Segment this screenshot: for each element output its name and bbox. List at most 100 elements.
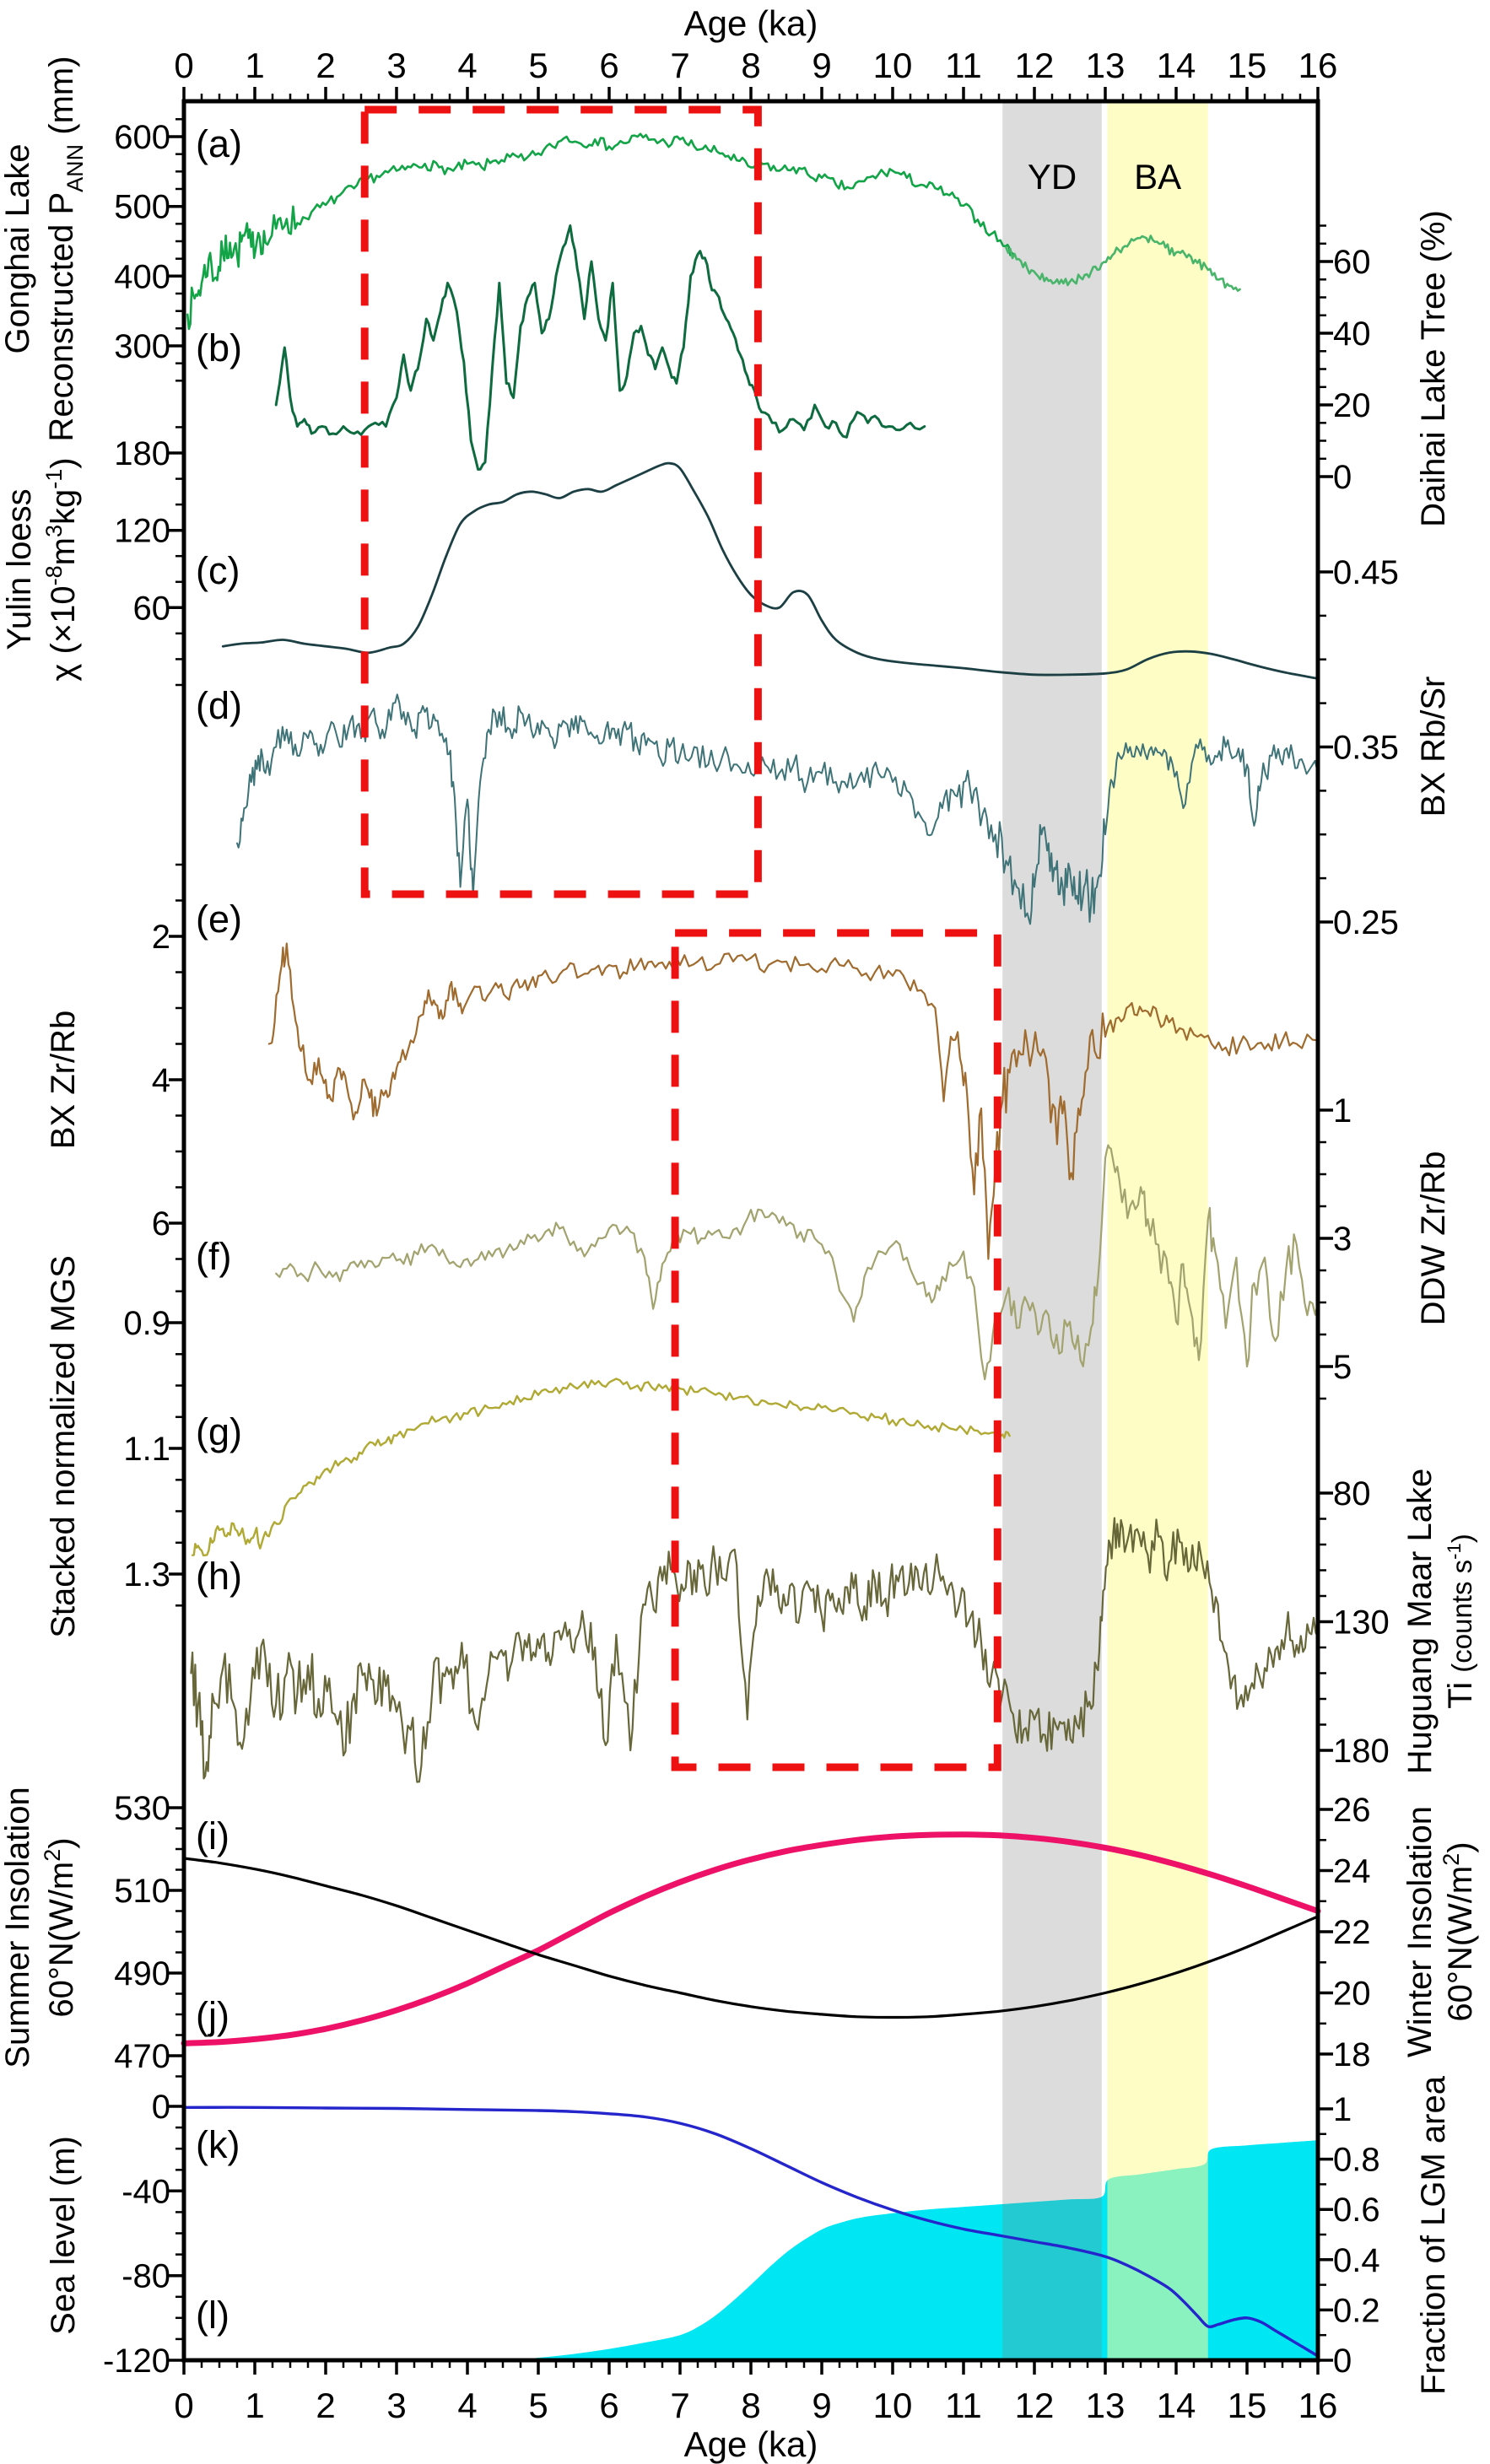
y-tick-label: 60 [133, 590, 171, 627]
axis-title-c-line2: χ (×10-8m3kg-1) [41, 457, 82, 681]
y-tick-label: 180 [114, 435, 170, 472]
axis-title-b-line1: Daihai Lake Tree (%) [1415, 210, 1452, 527]
axis-title-g-line1: Stacked normalized MGS [45, 1255, 82, 1638]
y-tick-label: 0.25 [1333, 904, 1399, 941]
x-tick-label-top: 9 [812, 46, 831, 85]
x-axes: 0011223344556677889910101111121213131414… [174, 3, 1337, 2464]
y-tick-label: 1.1 [123, 1431, 170, 1468]
y-tick-label: -40 [121, 2173, 170, 2210]
axis-title-j-line2: 60°N(W/m2) [1439, 1841, 1479, 2021]
y-tick-label: 0.6 [1333, 2192, 1380, 2229]
axis-left-k: 0 -40 -80 -120 Sea level (m) [45, 2089, 184, 2380]
panel-letter-d: (d) [196, 684, 242, 727]
axis-right-j: 26 24 22 20 18 Winter Insolation 60°N(W/m2) [1318, 1792, 1479, 2073]
panel-letter-h: (h) [196, 1555, 242, 1598]
x-tick-label-bottom: 9 [812, 2386, 831, 2425]
axis-title-i-line1: Summer Insolation [0, 1787, 36, 2068]
axis-left-e: 2 4 6 BX Zr/Rb [45, 863, 184, 1260]
y-tick-label: 470 [114, 2038, 170, 2075]
y-tick-label: 0 [1333, 2343, 1352, 2380]
x-tick-label-top: 3 [386, 46, 406, 85]
y-tick-label: 1 [1333, 2091, 1352, 2128]
x-tick-label-bottom: 15 [1228, 2386, 1267, 2425]
axis-title-k-line1: Sea level (m) [45, 2136, 82, 2335]
x-tick-label-bottom: 12 [1015, 2386, 1055, 2425]
y-tick-label: 80 [1333, 1475, 1371, 1512]
x-tick-label-top: 1 [245, 46, 264, 85]
x-tick-label-top: 10 [873, 46, 913, 85]
panel-k-series-0 [182, 2105, 1320, 2358]
axis-title-f-line1: DDW Zr/Rb [1415, 1151, 1452, 1326]
y-tick-label: 22 [1333, 1914, 1371, 1951]
panel-i-series-0 [181, 1831, 1321, 2046]
axis-title-a-line1: Gonghai Lake [0, 143, 36, 353]
axis-title-d-line1: BX Rb/Sr [1415, 677, 1452, 817]
y-tick-label: 0.35 [1333, 730, 1399, 767]
x-tick-label-top: 8 [741, 46, 760, 85]
panel-letter-e: (e) [196, 898, 242, 941]
y-tick-label: 20 [1333, 387, 1371, 424]
y-tick-label: 0.4 [1333, 2242, 1380, 2279]
band-ba [1107, 101, 1208, 2360]
panel-a-series-1 [1005, 235, 1241, 292]
x-tick-label-top: 14 [1157, 46, 1196, 85]
axis-title-l-line1: Fraction of LGM area [1415, 2075, 1452, 2395]
x-tick-label-bottom: 13 [1086, 2386, 1126, 2425]
axis-title-i-line2: 60°N(W/m2) [40, 1837, 80, 2017]
y-tick-label: -80 [121, 2258, 170, 2295]
x-tick-label-bottom: 6 [599, 2386, 618, 2425]
axis-left-g: 0.9 1.1 1.3 Stacked normalized MGS [45, 1255, 184, 1638]
y-tick-label: 20 [1333, 1976, 1371, 2013]
panel-g-series-0 [191, 1378, 1011, 1557]
axis-title-a-line2: Reconstructed PANN (mm) [43, 56, 88, 441]
band-yd [1002, 101, 1102, 2360]
x-tick-label-bottom: 16 [1298, 2386, 1338, 2425]
y-tick-label: 130 [1333, 1604, 1390, 1642]
x-tick-label-top: 12 [1015, 46, 1055, 85]
panel-letter-j: (j) [196, 1994, 229, 2037]
highlight-box-1 [360, 105, 762, 898]
x-tick-label-top: 15 [1228, 46, 1267, 85]
x-tick-label-bottom: 14 [1157, 2386, 1196, 2425]
panel-e-series-0 [267, 942, 1320, 1260]
x-tick-label-top: 2 [316, 46, 335, 85]
x-tick-label-bottom: 0 [174, 2386, 193, 2425]
x-tick-label-top: 4 [457, 46, 477, 85]
panel-j-series-0 [182, 1857, 1320, 2019]
y-tick-label: 180 [1333, 1733, 1390, 1770]
panel-b-series-0 [274, 224, 926, 471]
x-tick-label-bottom: 8 [741, 2386, 760, 2425]
y-tick-label: 490 [114, 1955, 170, 1992]
x-tick-label-bottom: 10 [873, 2386, 913, 2425]
panel-letter-i: (i) [196, 1814, 229, 1857]
band-label-yd: YD [1028, 157, 1077, 197]
axis-title-e-line1: BX Zr/Rb [45, 1011, 82, 1149]
axis-right-f: 1 3 5 DDW Zr/Rb [1318, 1092, 1452, 1400]
x-tick-label-bottom: 11 [945, 2386, 982, 2425]
y-tick-label: 510 [114, 1873, 170, 1910]
axis-right-h: 80 130 180 Huguang Maar Lake Ti (counts s-1) [1318, 1469, 1479, 1774]
panel-c-series-0 [221, 461, 1320, 680]
x-tick-label-bottom: 5 [528, 2386, 548, 2425]
y-tick-label: 500 [114, 189, 170, 226]
axis-title-j-line1: Winter Insolation [1401, 1806, 1439, 2057]
axis-left-a: 600 500 400 300 Gonghai Lake Reconstructed PA… [0, 56, 184, 442]
panel-letter-c: (c) [196, 549, 240, 592]
y-tick-label: 0.45 [1333, 554, 1399, 591]
panel-a-series-0 [186, 132, 1015, 331]
axis-right-b: 60 40 20 0 Daihai Lake Tree (%) [1318, 210, 1452, 527]
axis-right-l: 1 0.8 0.6 0.4 0.2 0 Fraction of LGM area [1318, 2075, 1452, 2395]
x-tick-label-top: 0 [174, 46, 193, 85]
y-tick-label: 0.8 [1333, 2142, 1380, 2179]
x-tick-label-top: 16 [1298, 46, 1338, 85]
y-tick-label: 26 [1333, 1792, 1371, 1829]
panel-letter-a: (a) [196, 122, 242, 165]
y-tick-label: 0 [152, 2089, 170, 2126]
x-tick-label-top: 11 [945, 46, 982, 85]
y-tick-label: 60 [1333, 244, 1371, 281]
y-tick-label: 2 [152, 919, 170, 956]
y-tick-label: 40 [1333, 315, 1371, 353]
y-tick-label: 400 [114, 258, 170, 295]
panel-f-series-0 [275, 1144, 1320, 1381]
